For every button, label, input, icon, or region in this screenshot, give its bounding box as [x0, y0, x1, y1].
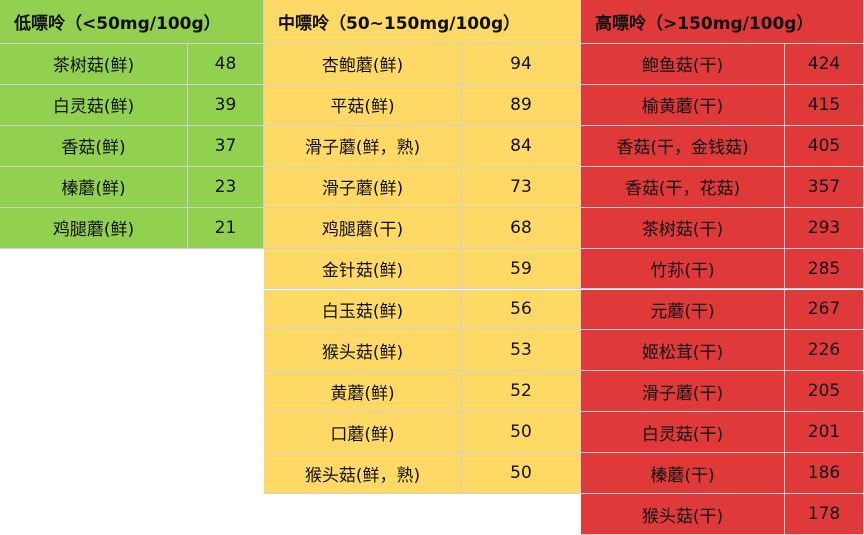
item-name: 榛蘑(鲜) [0, 166, 188, 208]
purine-value: 205 [785, 371, 864, 413]
item-name: 猴头菇(鲜) [264, 330, 462, 372]
item-name: 黄蘑(鲜) [264, 371, 462, 413]
item-name: 滑子蘑(鲜，熟) [264, 125, 462, 167]
purine-value: 73 [462, 166, 581, 208]
purine-value: 84 [462, 125, 581, 167]
purine-value: 39 [188, 84, 264, 126]
item-name: 滑子蘑(鲜) [264, 166, 462, 208]
item-name: 平菇(鲜) [264, 84, 462, 126]
item-name: 鸡腿蘑(干) [264, 207, 462, 249]
purine-value: 201 [785, 412, 864, 454]
purine-value: 285 [785, 248, 864, 290]
item-name: 茶树菇(干) [581, 207, 785, 249]
item-name: 榆黄蘑(干) [581, 84, 785, 126]
purine-value: 52 [462, 371, 581, 413]
purine-value: 50 [462, 453, 581, 495]
purine-value: 68 [462, 207, 581, 249]
item-name: 猴头菇(鲜，熟) [264, 453, 462, 495]
purine-value: 357 [785, 166, 864, 208]
item-name: 榛蘑(干) [581, 453, 785, 495]
group-header: 低嘌呤（<50mg/100g） [0, 0, 264, 44]
item-name: 元蘑(干) [581, 289, 785, 331]
item-name: 茶树菇(鲜) [0, 44, 188, 85]
purine-value: 293 [785, 207, 864, 249]
purine-value: 226 [785, 330, 864, 372]
item-name: 香菇(干，金钱菇) [581, 125, 785, 167]
item-name: 口蘑(鲜) [264, 412, 462, 454]
purine-value: 21 [188, 207, 264, 249]
purine-value: 37 [188, 125, 264, 167]
purine-value: 178 [785, 494, 864, 535]
item-name: 白灵菇(鲜) [0, 84, 188, 126]
item-name: 猴头菇(干) [581, 494, 785, 535]
purine-value: 50 [462, 412, 581, 454]
purine-value: 89 [462, 84, 581, 126]
item-name: 姬松茸(干) [581, 330, 785, 372]
item-name: 鲍鱼菇(干) [581, 44, 785, 85]
item-name: 鸡腿蘑(鲜) [0, 207, 188, 249]
item-name: 滑子蘑(干) [581, 371, 785, 413]
item-name: 白灵菇(干) [581, 412, 785, 454]
purine-value: 56 [462, 289, 581, 331]
item-name: 白玉菇(鲜) [264, 289, 462, 331]
purine-value: 267 [785, 289, 864, 331]
purine-value: 415 [785, 84, 864, 126]
item-name: 竹荪(干) [581, 248, 785, 290]
purine-value: 48 [188, 44, 264, 85]
purine-value: 59 [462, 248, 581, 290]
item-name: 杏鲍蘑(鲜) [264, 44, 462, 85]
item-name: 金针菇(鲜) [264, 248, 462, 290]
purine-value: 23 [188, 166, 264, 208]
item-name: 香菇(干，花菇) [581, 166, 785, 208]
item-name: 香菇(鲜) [0, 125, 188, 167]
purine-value: 405 [785, 125, 864, 167]
purine-value: 94 [462, 44, 581, 85]
group-header: 高嘌呤（>150mg/100g） [581, 0, 864, 44]
purine-value: 424 [785, 44, 864, 85]
purine-value: 53 [462, 330, 581, 372]
purine-value: 186 [785, 453, 864, 495]
group-header: 中嘌呤（50~150mg/100g） [264, 0, 581, 44]
